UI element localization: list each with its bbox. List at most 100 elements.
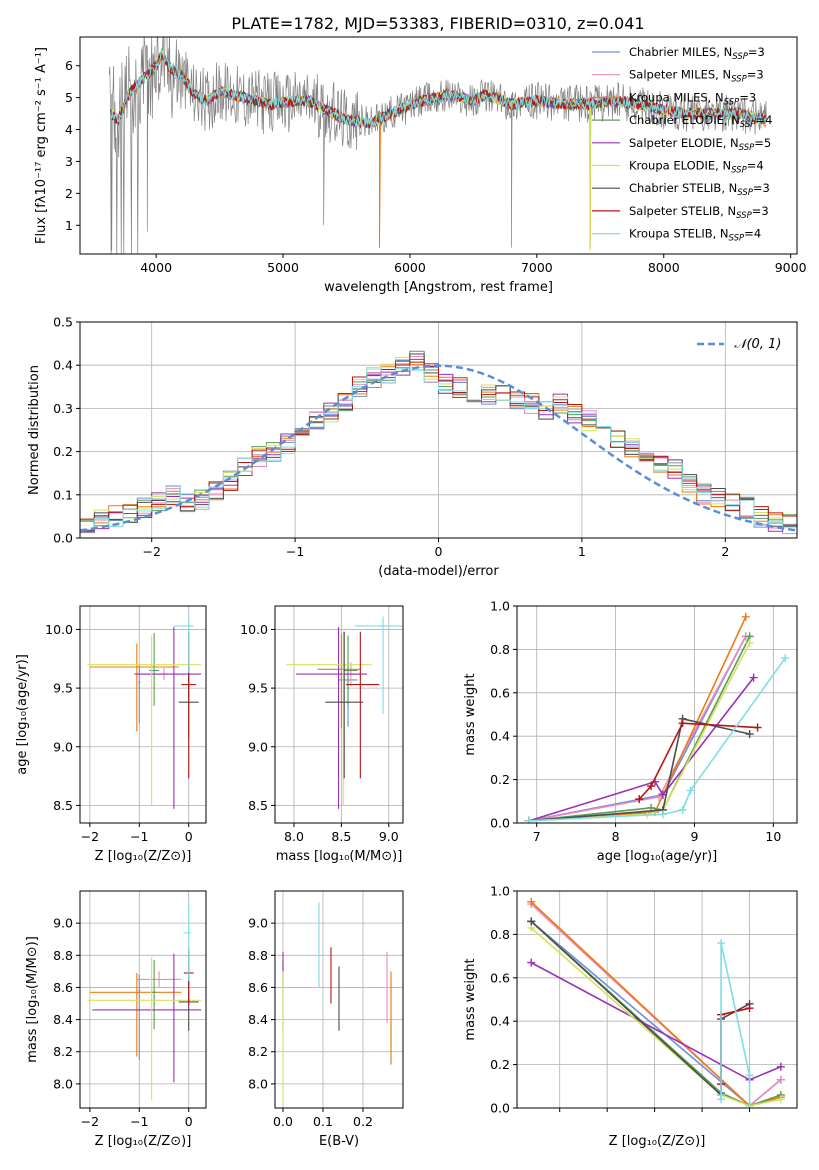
plot-area — [524, 612, 790, 823]
y-tick-label: 9.0 — [248, 916, 268, 931]
legend-model: Chabrier STELIB — [629, 181, 721, 195]
y-tick-label: 1 — [65, 218, 73, 233]
x-tick-label: −1 — [130, 1114, 148, 1129]
y-tick-label: 8.2 — [53, 1044, 73, 1059]
y-axis-label: Flux [fλ10⁻¹⁷ erg cm⁻² s⁻¹ A⁻¹] — [34, 47, 49, 244]
legend-label: Kroupa MILES, NSSP=3 — [629, 90, 756, 107]
x-tick-label: 7 — [533, 829, 541, 844]
weight-marker — [745, 1071, 754, 1080]
legend-nssp: 5 — [764, 136, 771, 150]
x-tick-label: 0 — [435, 544, 443, 559]
x-tick-label: 2 — [721, 544, 729, 559]
y-tick-label: 5 — [65, 90, 73, 105]
weight-line — [528, 636, 751, 822]
legend-n: , N — [721, 181, 737, 195]
legend-label: Kroupa ELODIE, NSSP=4 — [629, 159, 764, 176]
age-vs-mass-panel: 8.0 8.5 9.0 8.5 9.0 9.5 10.0 mass [log₁₀(M/M⊙)] — [240, 605, 404, 864]
legend-eq: = — [748, 45, 758, 59]
weight-marker — [776, 1095, 785, 1104]
y-tick-label: 8.5 — [248, 798, 268, 813]
weight-marker — [527, 897, 536, 906]
axes-frame — [274, 605, 404, 824]
y-tick-label: 2 — [65, 186, 73, 201]
spectrum-panel: 4000 5000 6000 7000 8000 9000123456wavelength… — [34, 36, 807, 295]
y-tick-label: 9.0 — [248, 739, 268, 754]
weight-marker — [717, 1090, 726, 1099]
legend-label: Kroupa STELIB, NSSP=4 — [629, 227, 761, 244]
legend-model: Chabrier MILES — [629, 45, 716, 59]
weight-marker — [686, 786, 695, 795]
weight-marker — [745, 638, 754, 647]
y-axis-label: mass [log₁₀(M/M⊙)] — [25, 936, 40, 1063]
histogram-step — [80, 368, 797, 531]
x-tick-label: −1 — [286, 544, 304, 559]
legend-subscript: SSP — [736, 211, 752, 221]
legend-subscript: SSP — [739, 143, 755, 153]
weight-line — [530, 920, 750, 1097]
weight-marker — [527, 917, 536, 926]
y-tick-label: 0.8 — [490, 642, 510, 657]
weight-line — [528, 616, 747, 822]
legend-nssp: 3 — [763, 181, 770, 195]
x-tick-label: 7000 — [521, 260, 553, 275]
x-tick-label: 5000 — [267, 260, 299, 275]
weight-marker — [753, 723, 762, 732]
weight-line — [528, 717, 750, 822]
weight-marker — [647, 782, 656, 791]
y-tick-label: 0.0 — [490, 816, 510, 831]
weight-line — [530, 920, 782, 1107]
y-tick-label: 8.8 — [53, 948, 73, 963]
x-tick-label: 8.0 — [284, 829, 304, 844]
plot-area — [87, 902, 202, 1100]
weight-line — [638, 722, 758, 800]
legend-label: Chabrier STELIB, NSSP=3 — [629, 181, 770, 198]
legend-model: Salpeter ELODIE — [629, 136, 723, 150]
x-tick-label: 1 — [578, 544, 586, 559]
legend-model: Chabrier ELODIE — [629, 113, 724, 127]
legend-n: , N — [724, 113, 740, 127]
weight-marker — [678, 719, 687, 728]
weight-line — [530, 927, 782, 1107]
x-tick-label: 8.5 — [331, 829, 351, 844]
legend-model: Kroupa STELIB — [629, 227, 713, 241]
y-tick-label: 0.8 — [490, 927, 510, 942]
weight-line — [530, 901, 782, 1107]
x-tick-label: −2 — [81, 1114, 99, 1129]
plot-area — [286, 616, 403, 809]
y-tick-label: 9.5 — [248, 681, 268, 696]
weight-vs-metallicity-panel: 0.0 0.2 0.4 0.6 0.8 1.0 Z [log₁₀(Z/Z⊙)] mass we… — [463, 884, 798, 1149]
legend-subscript: SSP — [732, 52, 748, 62]
weight-marker — [717, 939, 726, 948]
weight-line — [528, 677, 755, 822]
plot-area — [527, 897, 785, 1108]
weight-line — [528, 642, 751, 822]
axes-frame — [79, 605, 207, 824]
x-axis-label: E(B-V) — [319, 1134, 359, 1149]
plot-area — [87, 616, 202, 809]
x-tick-label: −1 — [130, 829, 148, 844]
legend-label: Salpeter ELODIE, NSSP=5 — [629, 136, 771, 153]
y-tick-label: 8.4 — [248, 1012, 268, 1027]
y-tick-label: 3 — [65, 154, 73, 169]
x-axis-label: Z [log₁₀(Z/Z⊙)] — [609, 1134, 706, 1149]
y-tick-label: 0.4 — [490, 729, 510, 744]
x-tick-label: 8000 — [648, 260, 680, 275]
y-tick-label: 0.2 — [53, 444, 73, 459]
x-axis-label: Z [log₁₀(Z/Z⊙)] — [95, 1134, 192, 1149]
legend-nssp: 4 — [765, 113, 772, 127]
weight-marker — [524, 816, 533, 823]
plot-area — [282, 902, 392, 1105]
y-tick-label: 10.0 — [45, 622, 73, 637]
legend-nssp: 3 — [749, 90, 756, 104]
x-tick-label: 0 — [185, 1114, 193, 1129]
x-axis-label: mass [log₁₀(M/M⊙)] — [276, 849, 403, 864]
x-axis-label: (data-model)/error — [378, 564, 499, 579]
legend-label: Chabrier MILES, NSSP=3 — [629, 45, 765, 62]
y-tick-label: 8.6 — [248, 980, 268, 995]
legend-n: , N — [713, 227, 729, 241]
legend-n: , N — [723, 136, 739, 150]
legend-eq: = — [752, 204, 762, 218]
x-tick-label: 9 — [690, 829, 698, 844]
plot-area — [80, 350, 797, 535]
legend-eq: = — [747, 68, 757, 82]
